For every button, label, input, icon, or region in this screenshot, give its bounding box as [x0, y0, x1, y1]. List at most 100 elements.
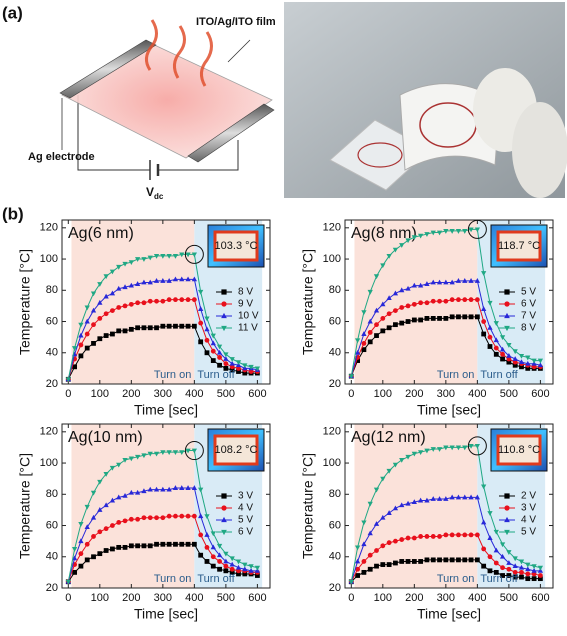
- y-tick-label: 80: [46, 284, 58, 296]
- marker: [191, 485, 198, 490]
- marker: [411, 301, 417, 307]
- marker: [399, 502, 405, 508]
- marker: [179, 541, 185, 547]
- marker: [399, 559, 405, 564]
- marker: [531, 567, 537, 573]
- highlight-circle: [467, 436, 487, 456]
- marker: [374, 563, 379, 569]
- marker: [235, 564, 242, 570]
- marker: [116, 305, 122, 310]
- marker: [506, 566, 512, 572]
- marker: [210, 544, 216, 550]
- marker: [91, 554, 96, 560]
- marker: [367, 330, 373, 335]
- y-axis-label: Temperature [°C]: [300, 453, 316, 559]
- marker: [78, 353, 84, 359]
- marker: [191, 448, 198, 454]
- marker: [487, 324, 493, 330]
- marker: [437, 557, 442, 563]
- annotation: Turn off: [480, 573, 518, 585]
- marker: [443, 532, 449, 538]
- marker: [487, 300, 493, 306]
- marker: [481, 271, 487, 276]
- marker: [455, 494, 462, 500]
- marker: [531, 571, 537, 577]
- marker: [493, 351, 499, 357]
- marker: [216, 349, 223, 355]
- marker: [424, 557, 430, 563]
- y-axis-label: Temperature [°C]: [17, 453, 33, 559]
- marker: [386, 325, 392, 331]
- y-tick-label: 60: [46, 315, 58, 327]
- marker: [506, 573, 512, 578]
- marker: [537, 576, 543, 582]
- marker: [65, 579, 71, 585]
- marker: [373, 307, 380, 313]
- marker: [248, 364, 254, 370]
- chart-title: Ag(10 nm): [68, 429, 143, 446]
- marker: [411, 559, 417, 564]
- marker: [221, 505, 227, 511]
- marker: [512, 349, 518, 355]
- marker: [198, 552, 204, 558]
- marker: [468, 278, 474, 283]
- marker: [436, 447, 443, 452]
- marker: [185, 541, 191, 547]
- marker: [506, 550, 512, 555]
- marker: [204, 326, 210, 332]
- marker: [487, 554, 493, 560]
- marker: [411, 451, 417, 457]
- marker: [456, 297, 461, 303]
- marker: [229, 367, 235, 373]
- marker: [525, 566, 531, 572]
- y-tick-label: 80: [329, 284, 341, 296]
- marker: [437, 298, 442, 304]
- marker: [198, 320, 204, 326]
- x-tick-label: 500: [500, 592, 518, 604]
- marker: [405, 238, 411, 244]
- heat-arrow: [145, 19, 158, 71]
- x-tick-label: 300: [154, 592, 172, 604]
- marker: [354, 349, 361, 355]
- photo: [284, 2, 567, 198]
- marker: [449, 494, 455, 500]
- legend-label: 10 V: [238, 311, 259, 322]
- marker: [405, 500, 411, 506]
- shaded-region: [354, 220, 478, 384]
- marker: [91, 340, 96, 346]
- marker: [204, 514, 210, 520]
- marker: [109, 290, 116, 296]
- marker: [166, 486, 172, 492]
- marker: [417, 450, 424, 455]
- marker: [154, 325, 159, 331]
- marker: [147, 486, 153, 492]
- marker: [84, 331, 90, 337]
- marker: [223, 568, 229, 574]
- inset-label: 108.2 °C: [215, 444, 258, 456]
- marker: [354, 558, 361, 564]
- marker: [172, 254, 179, 259]
- marker: [141, 515, 147, 521]
- marker: [361, 347, 367, 353]
- x-tick-label: 500: [500, 388, 518, 400]
- marker: [405, 285, 411, 291]
- marker: [518, 559, 525, 565]
- marker: [399, 458, 405, 463]
- marker: [242, 363, 248, 369]
- marker: [128, 282, 134, 288]
- marker: [116, 285, 122, 291]
- marker: [424, 316, 430, 321]
- marker: [462, 229, 468, 234]
- marker: [185, 485, 191, 490]
- x-tick-label: 400: [468, 592, 486, 604]
- marker: [493, 529, 499, 535]
- marker: [235, 559, 242, 565]
- marker: [518, 564, 525, 570]
- marker: [97, 507, 103, 512]
- marker: [361, 310, 367, 316]
- marker: [204, 350, 210, 356]
- plot-frame: [61, 423, 271, 589]
- marker: [499, 542, 506, 548]
- marker: [210, 348, 216, 354]
- marker: [348, 579, 354, 585]
